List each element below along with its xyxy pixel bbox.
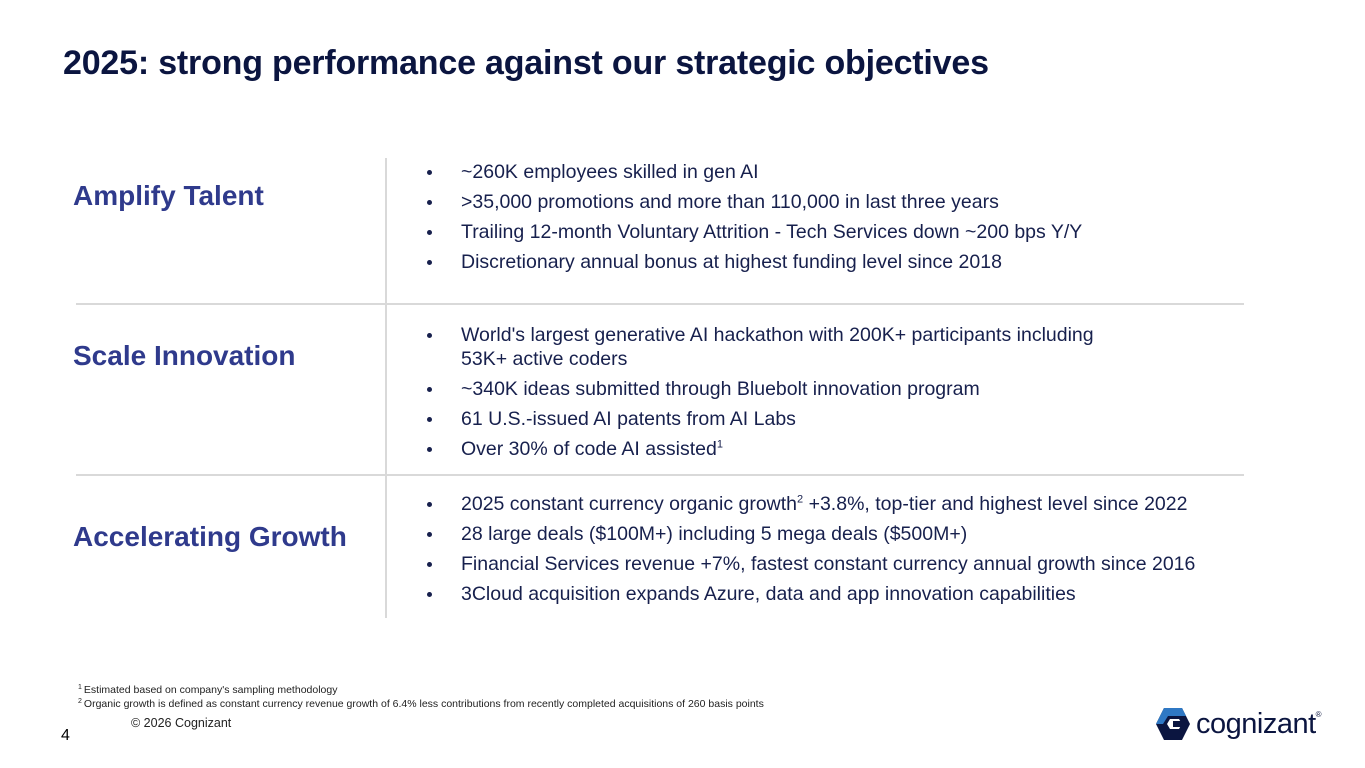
footnote-2: 2 Organic growth is defined as constant c…: [78, 697, 764, 711]
bullet-item: 3Cloud acquisition expands Azure, data a…: [425, 582, 1285, 606]
vertical-divider: [385, 158, 387, 618]
logo-registered-mark: ®: [1315, 710, 1322, 719]
bullet-dot-icon: [427, 260, 432, 265]
bullet-item: Over 30% of code AI assisted1: [425, 437, 1285, 461]
bullet-dot-icon: [427, 333, 432, 338]
bullet-item: 28 large deals ($100M+) including 5 mega…: [425, 522, 1285, 546]
bullet-item: ~260K employees skilled in gen AI: [425, 160, 1285, 184]
section-label-accelerating-growth: Accelerating Growth: [73, 521, 347, 552]
footnote-1: 1 Estimated based on company's sampling m…: [78, 683, 338, 697]
bullet-dot-icon: [427, 387, 432, 392]
copyright: © 2026 Cognizant: [131, 716, 232, 730]
section-bullets-scale-innovation: World's largest generative AI hackathon …: [425, 323, 1285, 467]
section-bullets-accelerating-growth: 2025 constant currency organic growth2 +…: [425, 492, 1285, 612]
bullet-item: 2025 constant currency organic growth2 +…: [425, 492, 1285, 516]
section-label-scale-innovation: Scale Innovation: [73, 340, 296, 371]
bullet-dot-icon: [427, 532, 432, 537]
bullet-dot-icon: [427, 170, 432, 175]
bullet-item: Discretionary annual bonus at highest fu…: [425, 250, 1285, 274]
bullet-dot-icon: [427, 230, 432, 235]
footnote-ref: 2: [797, 493, 804, 506]
bullet-dot-icon: [427, 417, 432, 422]
bullet-dot-icon: [427, 592, 432, 597]
bullet-dot-icon: [427, 562, 432, 567]
cognizant-logo: cognizant ®: [1155, 706, 1333, 742]
section-bullets-amplify-talent: ~260K employees skilled in gen AI >35,00…: [425, 160, 1285, 280]
footnotes: 1 Estimated based on company's sampling m…: [78, 683, 764, 711]
page-title: 2025: strong performance against our str…: [63, 44, 989, 82]
bullet-item: >35,000 promotions and more than 110,000…: [425, 190, 1285, 214]
bullet-dot-icon: [427, 447, 432, 452]
bullet-item: World's largest generative AI hackathon …: [425, 323, 1285, 371]
bullet-dot-icon: [427, 502, 432, 507]
page-number: 4: [61, 727, 70, 744]
footnote-ref: 1: [716, 438, 723, 451]
section-label-amplify-talent: Amplify Talent: [73, 180, 264, 211]
bullet-dot-icon: [427, 200, 432, 205]
cognizant-logo-icon: [1156, 708, 1190, 740]
bullet-item: Financial Services revenue +7%, fastest …: [425, 552, 1285, 576]
horizontal-divider-2: [76, 474, 1244, 476]
bullet-item: Trailing 12-month Voluntary Attrition - …: [425, 220, 1285, 244]
logo-wordmark: cognizant: [1196, 707, 1316, 740]
horizontal-divider-1: [76, 303, 1244, 305]
bullet-item: ~340K ideas submitted through Bluebolt i…: [425, 377, 1285, 401]
bullet-item: 61 U.S.-issued AI patents from AI Labs: [425, 407, 1285, 431]
